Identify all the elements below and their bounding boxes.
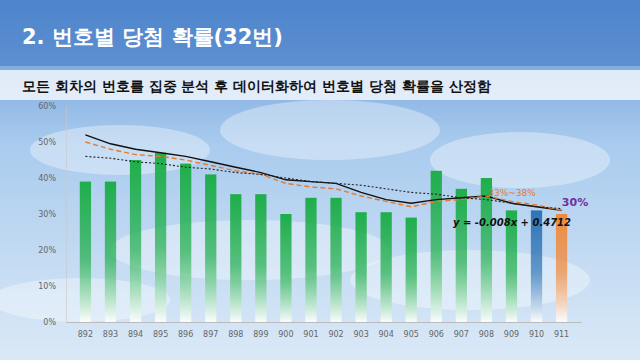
x-tick: 905: [404, 322, 419, 339]
bar: [255, 194, 266, 322]
bar: [205, 174, 216, 322]
annotation: 33%~38%: [488, 188, 536, 198]
x-tick: 894: [128, 322, 143, 339]
x-tick-label: 904: [379, 330, 394, 339]
bar: [330, 198, 341, 322]
x-tick-label: 905: [404, 330, 419, 339]
x-tick-label: 894: [128, 330, 143, 339]
x-tick-label: 896: [178, 330, 193, 339]
bar-series: [80, 153, 567, 322]
bar: [105, 182, 116, 322]
x-tick-label: 907: [454, 330, 469, 339]
x-tick-label: 900: [278, 330, 293, 339]
plot-area: [80, 135, 567, 322]
bar: [130, 160, 141, 322]
x-tick: 908: [479, 322, 494, 339]
header-band: [0, 0, 640, 66]
bar: [230, 194, 241, 322]
x-tick-label: 898: [228, 330, 243, 339]
x-tick: 910: [529, 322, 544, 339]
x-tick: 892: [78, 322, 93, 339]
bar: [155, 153, 166, 322]
line: [85, 135, 561, 211]
y-tick: 20%: [38, 246, 66, 255]
y-axis: 0% 10% 20% 30% 40% 50% 60%: [38, 102, 66, 327]
title: 2. 번호별 당첨 확률(32번): [22, 25, 283, 49]
y-tick: 30%: [38, 210, 66, 219]
y-axis-line: [66, 107, 67, 323]
x-tick-label: 901: [303, 330, 318, 339]
x-tick-label: 908: [479, 330, 494, 339]
y-tick: 40%: [38, 174, 66, 183]
x-tick-label: 895: [153, 330, 168, 339]
x-tick: 896: [178, 322, 193, 339]
y-tick-label: 0%: [43, 318, 56, 327]
subtitle-band: [0, 70, 640, 100]
bar: [280, 214, 291, 322]
y-tick-label: 10%: [38, 282, 56, 291]
x-tick: 909: [504, 322, 519, 339]
y-tick-label: 20%: [38, 246, 56, 255]
cloud: [430, 132, 610, 188]
x-tick: 898: [228, 322, 243, 339]
x-tick-label: 910: [529, 330, 544, 339]
bar: [481, 178, 492, 322]
y-tick-label: 40%: [38, 174, 56, 183]
y-tick: 50%: [38, 138, 66, 147]
x-tick: 902: [328, 322, 343, 339]
bar: [305, 198, 316, 322]
x-tick: 897: [203, 322, 218, 339]
x-axis-line: [67, 322, 582, 323]
y-tick: 0%: [43, 318, 66, 327]
line: [85, 142, 561, 210]
subtitle: 모든 회차의 번호를 집중 분석 후 데이터화하여 번호별 당첨 확률을 산정함: [22, 78, 491, 94]
x-tick-label: 897: [203, 330, 218, 339]
y-tick-label: 60%: [38, 102, 56, 111]
x-tick: 903: [353, 322, 368, 339]
x-tick-label: 906: [429, 330, 444, 339]
bar: [381, 212, 392, 322]
annotation: y = -0.008x + 0.4712: [453, 217, 571, 228]
bar: [355, 212, 366, 322]
cloud: [110, 220, 390, 280]
x-tick-label: 899: [253, 330, 268, 339]
x-tick-label: 893: [103, 330, 118, 339]
annotations: 33%~38% 30% y = -0.008x + 0.4712: [453, 188, 588, 228]
x-tick: 895: [153, 322, 168, 339]
x-tick: 911: [554, 322, 569, 339]
clouds: [0, 100, 610, 322]
y-tick-label: 50%: [38, 138, 56, 147]
x-tick: 893: [103, 322, 118, 339]
x-tick: 907: [454, 322, 469, 339]
annotation: 30%: [562, 196, 588, 209]
chart: 2. 번호별 당첨 확률(32번) 모든 회차의 번호를 집중 분석 후 데이터화…: [0, 0, 640, 360]
x-tick: 904: [379, 322, 394, 339]
x-axis: 892 893 894 895 896 897 898 899 900 901 902 903 904 9…: [67, 322, 582, 339]
bar: [406, 218, 417, 322]
bar: [80, 182, 91, 322]
x-tick-label: 903: [353, 330, 368, 339]
x-tick-label: 902: [328, 330, 343, 339]
x-tick: 906: [429, 322, 444, 339]
x-tick-label: 892: [78, 330, 93, 339]
x-tick: 900: [278, 322, 293, 339]
bar: [556, 214, 567, 322]
cloud: [220, 100, 440, 160]
line: [85, 156, 561, 208]
x-tick-label: 909: [504, 330, 519, 339]
x-tick-label: 911: [554, 330, 569, 339]
x-tick: 899: [253, 322, 268, 339]
bar: [180, 164, 191, 322]
y-tick: 10%: [38, 282, 66, 291]
y-tick: 60%: [38, 102, 66, 111]
bar: [456, 189, 467, 322]
y-tick-label: 30%: [38, 210, 56, 219]
x-tick: 901: [303, 322, 318, 339]
